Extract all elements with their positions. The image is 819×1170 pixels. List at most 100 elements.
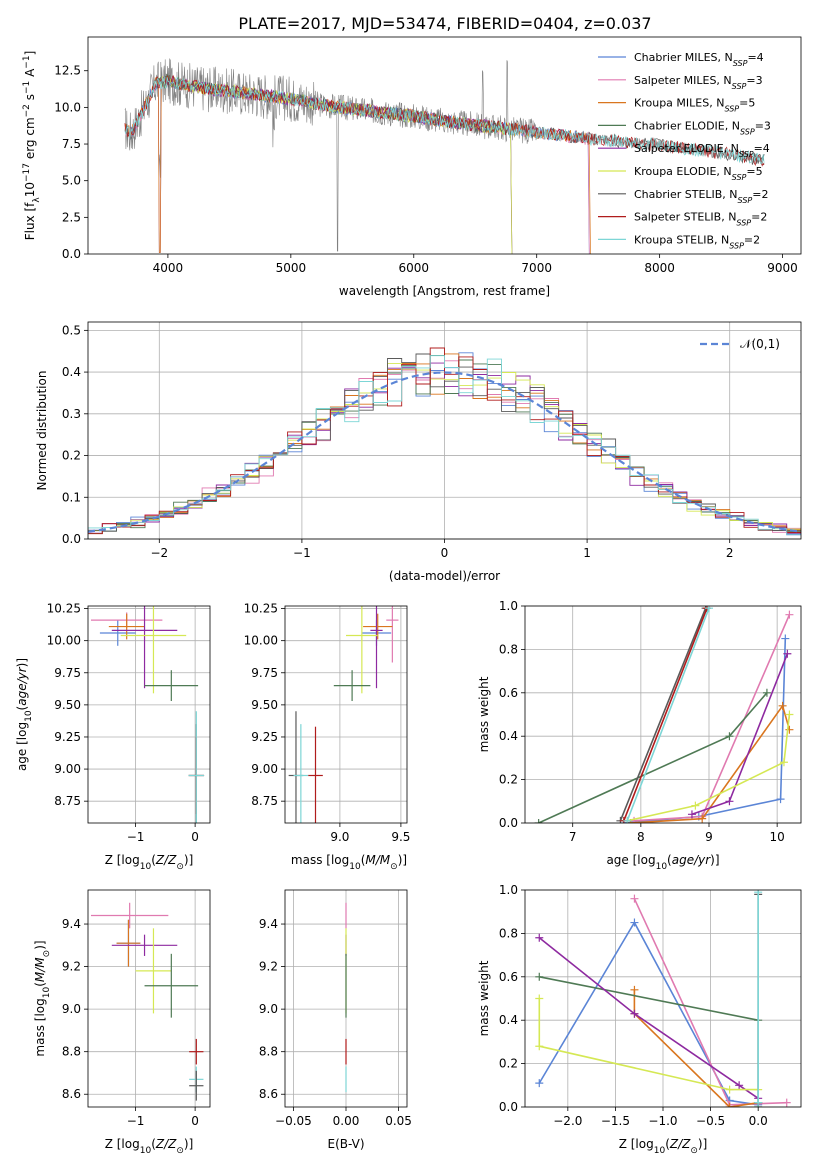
y-tick-label: 0.6 (499, 970, 518, 984)
legend-entry: 𝒩(0,1) (740, 337, 780, 351)
x-tick-label: 9.5 (391, 830, 410, 844)
x-tick-label: −2 (150, 546, 168, 560)
y-tick-label: 8.8 (259, 1045, 278, 1059)
legend-entry: Kroupa MILES, NSSP=5 (634, 97, 755, 114)
y-tick-label: 0.2 (499, 773, 518, 787)
series-marker (535, 1079, 544, 1088)
series-marker (630, 894, 639, 903)
series-marker (630, 1009, 639, 1018)
y-tick-label: 0.6 (499, 686, 518, 700)
panel-mass_vs_EBV: −0.05 0.00 0.05 8.6 8.8 9.0 9.2 9.4 E(B-V) (259, 889, 412, 1151)
axes-frame (87, 36, 802, 255)
series-marker (698, 814, 707, 823)
x-tick-label: 9.0 (330, 830, 349, 844)
series-marker (535, 933, 544, 942)
y-axis-label: Normed distribution (35, 371, 49, 491)
y-tick-label: 9.2 (62, 960, 81, 974)
series-marker (735, 1081, 744, 1090)
x-tick-label: 0.00 (333, 1114, 360, 1128)
panel-residuals: −2 −1 0 1 2 0.0 0.1 0.2 0.3 0.4 0.5 𝒩(0,1) (data-mod… (35, 321, 802, 583)
histogram-kroupa-stelib (88, 355, 801, 539)
figure-title: PLATE=2017, MJD=53474, FIBERID=0404, z=0… (238, 14, 651, 33)
x-tick-label: 0 (191, 1114, 199, 1128)
series-marker (534, 819, 543, 823)
series-line-kroupa-miles (633, 989, 759, 1107)
series-marker (754, 890, 763, 897)
x-tick-label: −1 (127, 1114, 145, 1128)
y-tick-label: 2.5 (62, 210, 81, 224)
y-tick-label: 8.6 (259, 1087, 278, 1101)
x-axis-label: Z [log10(Z/Z⊙)] (105, 853, 194, 872)
y-tick-label: 9.00 (54, 762, 81, 776)
x-tick-label: −0.5 (696, 1114, 725, 1128)
series-marker (535, 1042, 544, 1051)
series-marker (725, 1085, 734, 1094)
axes-frame (87, 605, 211, 824)
y-tick-label: 12.5 (54, 64, 81, 78)
y-tick-label: 0.8 (499, 642, 518, 656)
series-line-kroupa-elodie (538, 998, 759, 1091)
y-tick-label: 9.4 (62, 917, 81, 931)
x-tick-label: 0 (191, 830, 199, 844)
series-marker (754, 1098, 763, 1107)
x-tick-label: −1 (293, 546, 311, 560)
x-axis-label: wavelength [Angstrom, rest frame] (339, 284, 550, 298)
plot-area-weight_vs_age (534, 606, 794, 823)
x-tick-label: 9 (705, 830, 713, 844)
y-tick-label: 0.0 (499, 816, 518, 830)
y-tick-label: 0.8 (499, 926, 518, 940)
y-axis-label: mass weight (477, 676, 491, 752)
y-tick-label: 9.75 (251, 666, 278, 680)
x-tick-label: −1.5 (601, 1114, 630, 1128)
legend-entry: Kroupa ELODIE, NSSP=5 (634, 165, 763, 182)
x-tick-label: 0.0 (749, 1114, 768, 1128)
legend-entry: Salpeter ELODIE, NSSP=4 (634, 142, 770, 159)
series-marker (779, 758, 788, 767)
x-tick-label: −1.0 (648, 1114, 677, 1128)
series-marker (778, 701, 787, 710)
legend-entry: Salpeter STELIB, NSSP=2 (634, 211, 767, 228)
series-line-kroupa-miles (630, 703, 791, 823)
series-marker (691, 801, 700, 810)
y-tick-label: 9.25 (251, 730, 278, 744)
series-marker (762, 688, 771, 697)
y-tick-label: 9.4 (259, 917, 278, 931)
plot-area-age_vs_Z (90, 606, 205, 823)
y-tick-label: 10.25 (47, 602, 81, 616)
series-marker (630, 816, 639, 823)
x-tick-label: 6000 (398, 261, 429, 275)
y-tick-label: 9.50 (54, 698, 81, 712)
series-marker (776, 795, 785, 804)
x-tick-label: 7 (569, 830, 577, 844)
y-tick-label: 8.8 (62, 1045, 81, 1059)
y-tick-label: 10.00 (47, 634, 81, 648)
y-tick-label: 9.00 (251, 762, 278, 776)
axes-frame (87, 321, 802, 540)
axes-frame (524, 605, 802, 824)
plot-area-weight_vs_Z (535, 890, 791, 1107)
y-tick-label: 10.00 (244, 634, 278, 648)
x-tick-label: 7000 (521, 261, 552, 275)
y-tick-label: 8.6 (62, 1087, 81, 1101)
y-axis-label: mass [log10(M/M⊙)] (33, 940, 52, 1056)
series-line-salpeter-stelib (623, 607, 708, 822)
series-marker (785, 610, 794, 619)
series-marker (725, 732, 734, 741)
x-axis-label: age [log10(age/yr)] (606, 853, 719, 872)
series-line-chabrier-miles (538, 920, 759, 1106)
series-marker (781, 634, 790, 643)
series-marker (535, 972, 544, 981)
y-tick-label: 7.5 (62, 137, 81, 151)
axes-frame (284, 605, 408, 824)
x-tick-label: 0.05 (385, 1114, 412, 1128)
y-axis-label: mass weight (477, 960, 491, 1036)
y-tick-label: 0.4 (499, 729, 518, 743)
y-tick-label: 0.3 (62, 407, 81, 421)
series-marker (705, 606, 713, 613)
x-tick-label: 8000 (644, 261, 675, 275)
series-line-salpeter-elodie (538, 937, 759, 1099)
x-tick-label: 2 (726, 546, 734, 560)
series-marker (623, 816, 632, 823)
plot-area-spectrum (124, 58, 765, 254)
axes-frame (284, 889, 408, 1108)
